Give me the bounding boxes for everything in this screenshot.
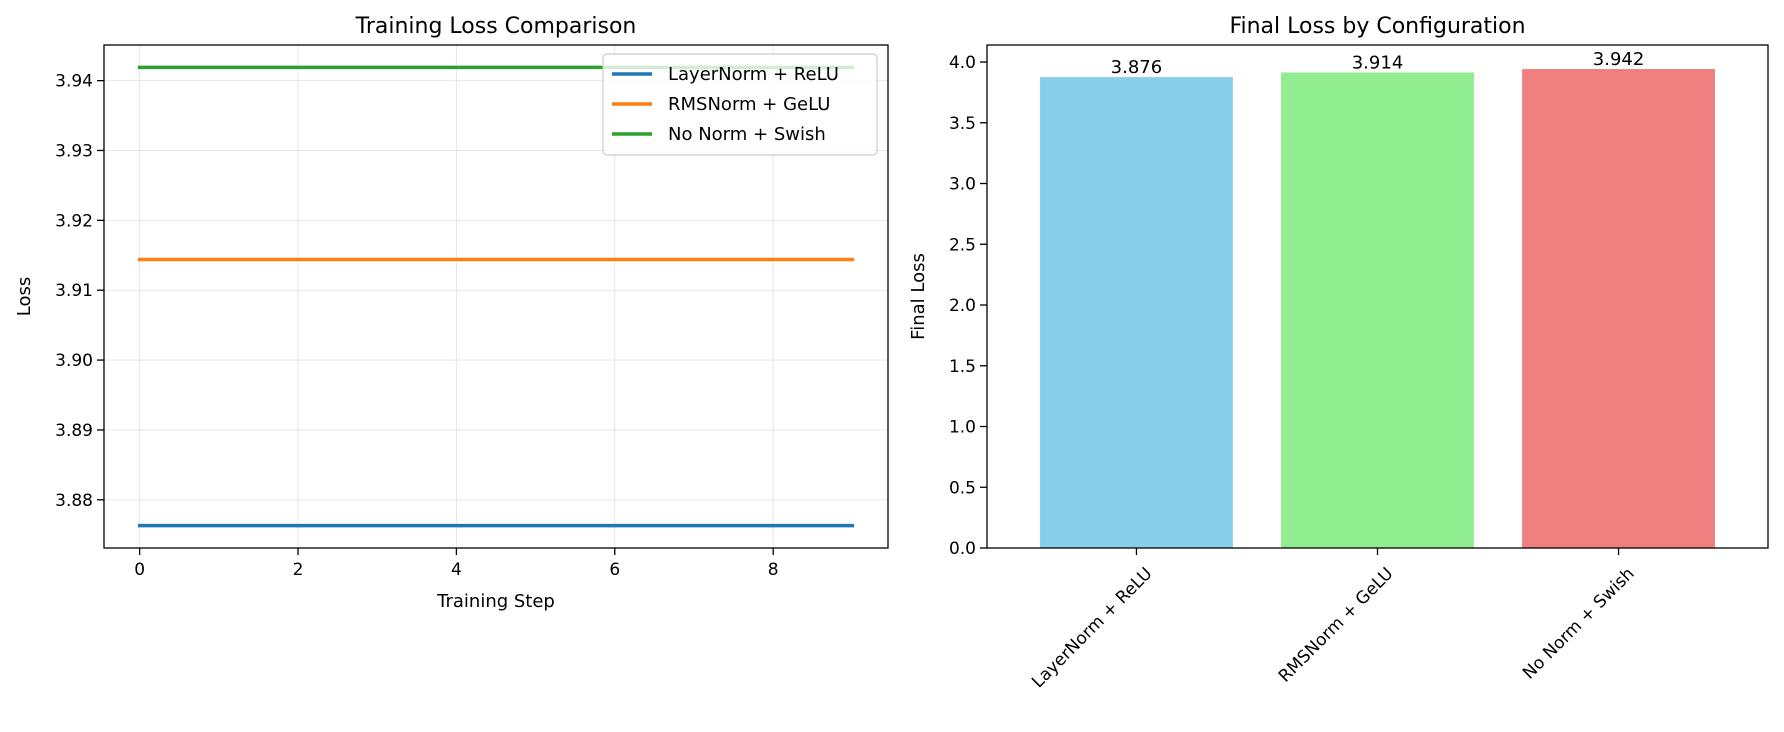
x-tick-label: 4 — [451, 560, 462, 580]
line-chart: Training Loss Comparison Training Step L… — [14, 14, 889, 612]
line-chart-axes: 0 2 4 6 8 3.88 3.89 3.90 3.91 3.92 3.93 3.94 — [55, 44, 889, 580]
line-chart-x-axis-label: Training Step — [436, 591, 555, 612]
x-tick-label: 6 — [609, 560, 620, 580]
bar-data-label: 3.876 — [1111, 57, 1163, 78]
bar — [1522, 69, 1715, 548]
x-tick-label: 8 — [768, 560, 779, 580]
y-tick-label: 3.92 — [55, 211, 93, 231]
bar — [1040, 77, 1233, 548]
bar — [1281, 72, 1474, 549]
bar-chart-y-axis-label: Final Loss — [908, 253, 929, 340]
y-tick-label: 3.89 — [55, 421, 93, 441]
x-tick-label: 0 — [134, 560, 145, 580]
y-tick-label: 3.93 — [55, 141, 93, 161]
bar-chart-bars: 3.876 3.914 3.942 — [1040, 49, 1715, 549]
legend-entry-label: No Norm + Swish — [668, 124, 826, 145]
bar-chart: Final Loss by Configuration Final Loss 3… — [908, 14, 1769, 692]
y-tick-label: 3.91 — [55, 281, 93, 301]
legend-entry-label: LayerNorm + ReLU — [668, 64, 839, 85]
legend: LayerNorm + ReLU RMSNorm + GeLU No Norm + … — [602, 53, 878, 156]
line-chart-plot-frame — [103, 44, 889, 549]
y-tick-label: 3.90 — [55, 351, 93, 371]
y-tick-label: 3.5 — [949, 114, 976, 134]
x-tick-label: 2 — [293, 560, 304, 580]
legend-entry-label: RMSNorm + GeLU — [668, 94, 830, 115]
y-tick-label: 3.94 — [55, 72, 93, 92]
y-tick-label: 3.88 — [55, 491, 93, 511]
bar-chart-title: Final Loss by Configuration — [1229, 14, 1525, 39]
line-chart-title: Training Loss Comparison — [355, 14, 637, 39]
y-tick-label: 0.5 — [949, 478, 976, 498]
y-tick-label: 1.5 — [949, 357, 976, 377]
y-tick-label: 2.0 — [949, 296, 976, 316]
bar-data-label: 3.942 — [1593, 49, 1645, 70]
legend-frame — [602, 53, 878, 156]
bar-data-label: 3.914 — [1352, 52, 1404, 73]
y-tick-label: 1.0 — [949, 418, 976, 438]
y-tick-label: 0.0 — [949, 539, 976, 559]
y-tick-label: 4.0 — [949, 53, 976, 73]
line-chart-y-axis-label: Loss — [14, 277, 35, 316]
y-tick-label: 3.0 — [949, 175, 976, 195]
y-tick-label: 2.5 — [949, 235, 976, 255]
